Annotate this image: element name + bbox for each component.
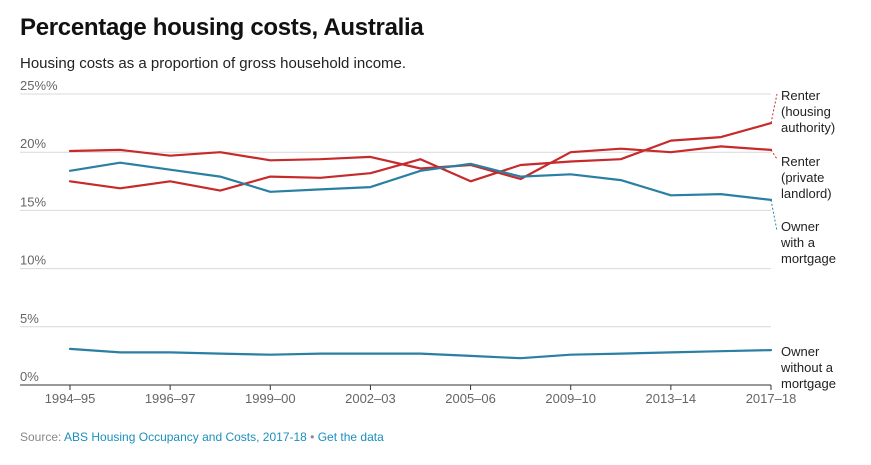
series-line-owner-without-a-mortgage bbox=[68, 347, 773, 360]
y-tick-label-5: 5% bbox=[20, 311, 39, 326]
y-tick-label-15: 15% bbox=[20, 194, 46, 209]
series-label-line: with a bbox=[780, 235, 816, 250]
series-label-line: landlord) bbox=[781, 186, 832, 201]
get-the-data-link[interactable]: Get the data bbox=[317, 430, 384, 444]
series-label-line: (private bbox=[781, 170, 824, 185]
x-tick-label-7: 2017–18 bbox=[746, 391, 797, 406]
x-tick-label-6: 2013–14 bbox=[646, 391, 697, 406]
gridlines bbox=[20, 93, 771, 328]
chart-title: Percentage housing costs, Australia bbox=[20, 14, 424, 41]
series-labels: Renter (housing authority)Renter (private la… bbox=[780, 88, 836, 391]
y-tick-label-10: 10% bbox=[20, 253, 46, 268]
series-lines bbox=[68, 121, 773, 360]
series-label-renter-housing-authority: Renter (housing authority) bbox=[781, 88, 835, 135]
connector-owner-with-a-mortgage bbox=[770, 199, 778, 232]
source-separator: • bbox=[306, 430, 318, 444]
x-tick-label-3: 2002–03 bbox=[345, 391, 396, 406]
series-label-owner-with-a-mortgage: Owner with a mortgage bbox=[780, 219, 836, 266]
line-chart: 0% 5% 10% 15% 20% 25%% 1994–95 1996–97 1999–00 2… bbox=[20, 78, 836, 406]
series-label-connectors bbox=[770, 93, 778, 232]
series-label-renter-private-landlord: Renter (private landlord) bbox=[781, 154, 832, 201]
y-tick-label-0: 0% bbox=[20, 369, 39, 384]
series-label-line: mortgage bbox=[781, 376, 836, 391]
x-tick-label-0: 1994–95 bbox=[45, 391, 96, 406]
x-tick-label-1: 1996–97 bbox=[145, 391, 196, 406]
series-label-owner-without-a-mortgage: Owner without a mortgage bbox=[780, 344, 836, 391]
x-tick-label-4: 2005–06 bbox=[445, 391, 496, 406]
series-label-line: Owner bbox=[781, 344, 820, 359]
series-label-line: Renter bbox=[781, 154, 821, 169]
y-tick-label-25: 25%% bbox=[20, 78, 58, 93]
y-axis-tick-labels: 0% 5% 10% 15% 20% 25%% bbox=[20, 78, 58, 384]
y-tick-label-20: 20% bbox=[20, 136, 46, 151]
source-note: Source: ABS Housing Occupancy and Costs,… bbox=[20, 430, 384, 444]
series-label-line: without a bbox=[780, 360, 834, 375]
series-line-renter-private-landlord bbox=[68, 145, 773, 181]
chart-subtitle: Housing costs as a proportion of gross h… bbox=[20, 55, 407, 72]
series-label-line: Owner bbox=[781, 219, 820, 234]
series-label-line: (housing bbox=[781, 104, 831, 119]
series-line-owner-with-a-mortgage bbox=[68, 161, 773, 201]
source-link[interactable]: ABS Housing Occupancy and Costs, 2017-18 bbox=[64, 430, 307, 444]
series-label-line: authority) bbox=[781, 120, 835, 135]
connector-renter-private-landlord bbox=[770, 149, 778, 160]
x-tick-label-2: 1999–00 bbox=[245, 391, 296, 406]
series-line-renter-housing-authority bbox=[68, 121, 773, 192]
x-axis: 1994–95 1996–97 1999–00 2002–03 2005–06 2009–… bbox=[20, 384, 797, 406]
connector-renter-housing-authority bbox=[770, 93, 778, 124]
series-label-line: Renter bbox=[781, 88, 821, 103]
x-tick-label-5: 2009–10 bbox=[545, 391, 596, 406]
source-prefix: Source: bbox=[20, 430, 65, 444]
series-label-line: mortgage bbox=[781, 251, 836, 266]
